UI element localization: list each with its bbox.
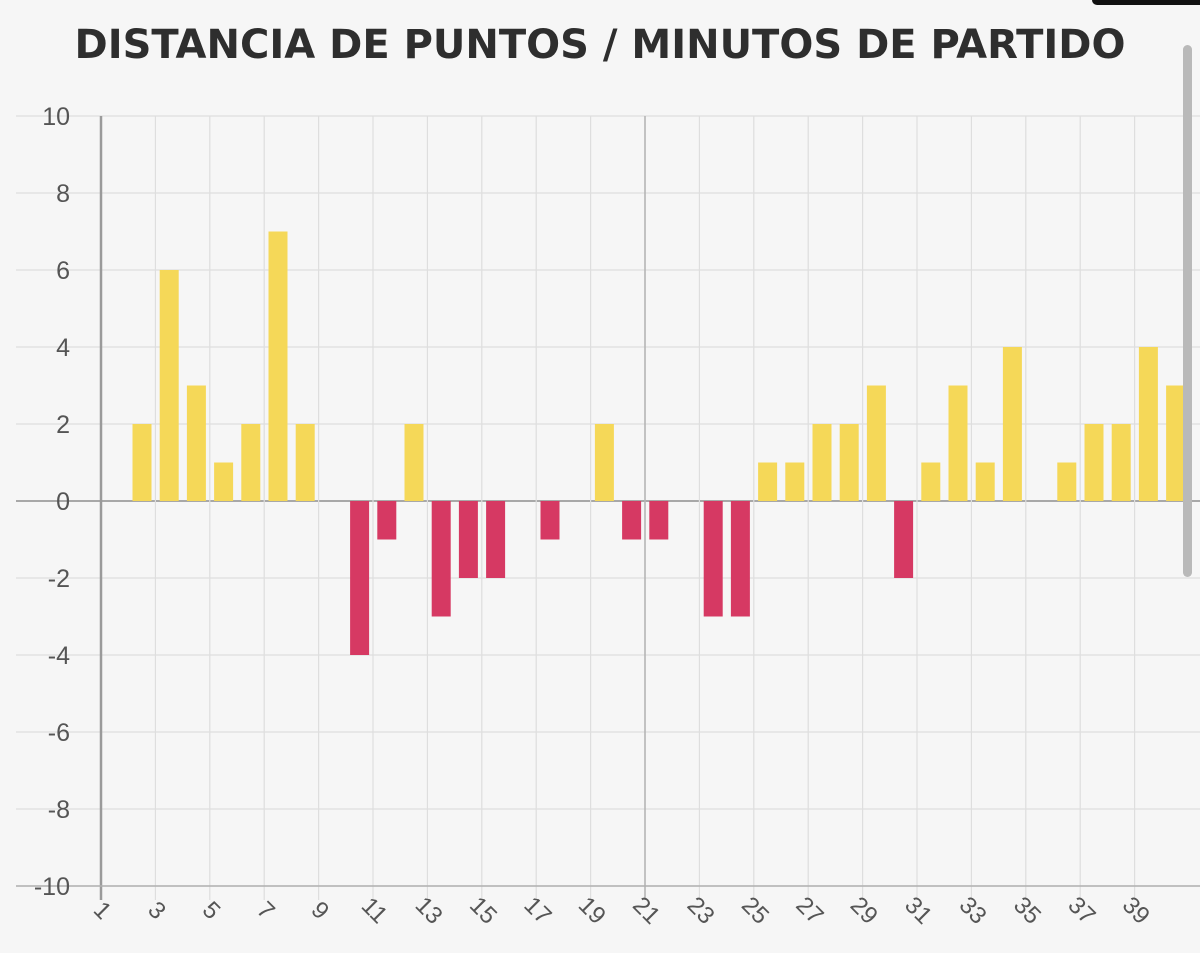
x-tick-label: 17 bbox=[519, 892, 557, 930]
bar-minute-16 bbox=[540, 501, 560, 540]
y-tick-label: -4 bbox=[48, 642, 70, 670]
bar-minute-9 bbox=[350, 501, 370, 655]
x-tick-label: 3 bbox=[142, 896, 171, 925]
bar-minute-39 bbox=[1166, 385, 1186, 501]
bar-minute-30 bbox=[921, 462, 941, 501]
bar-minute-25 bbox=[785, 462, 805, 501]
y-tick-label: 0 bbox=[56, 488, 70, 516]
x-tick-label: 1 bbox=[88, 896, 117, 925]
bar-minute-10 bbox=[377, 501, 397, 540]
bar-minute-28 bbox=[866, 385, 886, 501]
bar-minute-22 bbox=[703, 501, 723, 617]
top-edge-bar bbox=[1092, 0, 1200, 5]
y-tick-label: -10 bbox=[34, 873, 70, 901]
bar-minute-38 bbox=[1138, 347, 1158, 501]
x-tick-label: 7 bbox=[251, 896, 280, 925]
grid-lines bbox=[16, 115, 1200, 900]
y-tick-label: 10 bbox=[42, 103, 70, 131]
x-tick-label: 39 bbox=[1117, 892, 1155, 930]
x-tick-label: 5 bbox=[197, 896, 226, 925]
bar-minute-13 bbox=[458, 501, 478, 578]
x-tick-label: 31 bbox=[899, 892, 937, 930]
bar-minute-18 bbox=[594, 424, 614, 501]
x-tick-labels: 1 3 5 7 9 11 13 15 17 19 21 23 25 27 29 31 33 35 37 39 bbox=[88, 892, 1155, 930]
bar-minute-23 bbox=[730, 501, 750, 617]
y-tick-label: -2 bbox=[48, 565, 70, 593]
x-tick-label: 33 bbox=[954, 892, 992, 930]
bar-minute-6 bbox=[268, 231, 288, 501]
bar-minute-35 bbox=[1057, 462, 1077, 501]
bar-minute-27 bbox=[839, 424, 859, 501]
bar-minute-14 bbox=[486, 501, 506, 578]
y-tick-label: 4 bbox=[56, 334, 70, 362]
bar-minute-1 bbox=[132, 424, 152, 501]
y-tick-label: -6 bbox=[48, 719, 70, 747]
bar-minute-3 bbox=[186, 385, 206, 501]
bar-minute-20 bbox=[649, 501, 669, 540]
bar-minute-29 bbox=[894, 501, 914, 578]
bar-minute-26 bbox=[812, 424, 832, 501]
x-tick-label: 15 bbox=[464, 892, 502, 930]
x-tick-label: 37 bbox=[1063, 892, 1101, 930]
y-tick-label: 6 bbox=[56, 257, 70, 285]
bar-minute-31 bbox=[948, 385, 968, 501]
x-tick-label: 27 bbox=[791, 892, 829, 930]
x-tick-label: 21 bbox=[627, 892, 665, 930]
bar-minute-36 bbox=[1084, 424, 1104, 501]
x-tick-label: 25 bbox=[736, 892, 774, 930]
chart-title: DISTANCIA DE PUNTOS / MINUTOS DE PARTIDO bbox=[74, 22, 1126, 68]
x-tick-label: 19 bbox=[573, 892, 611, 930]
x-tick-label: 29 bbox=[845, 892, 883, 930]
bar-minute-32 bbox=[975, 462, 995, 501]
y-tick-label: -8 bbox=[48, 796, 70, 824]
bar-minute-5 bbox=[241, 424, 261, 501]
y-tick-label: 2 bbox=[56, 411, 70, 439]
y-tick-label: 8 bbox=[56, 180, 70, 208]
bar-minute-24 bbox=[758, 462, 778, 501]
bar-minute-4 bbox=[214, 462, 234, 501]
bar-minute-33 bbox=[1002, 347, 1022, 501]
y-tick-labels: 10 8 6 4 2 0 -2 -4 -6 -8 -10 bbox=[34, 103, 70, 901]
axes bbox=[16, 116, 1200, 900]
bar-minute-19 bbox=[622, 501, 642, 540]
x-tick-label: 23 bbox=[682, 892, 720, 930]
x-tick-label: 9 bbox=[306, 896, 335, 925]
scrollbar-thumb[interactable] bbox=[1183, 45, 1192, 577]
bar-minute-2 bbox=[159, 270, 179, 501]
bars bbox=[132, 231, 1186, 655]
bar-minute-12 bbox=[431, 501, 451, 617]
x-tick-label: 13 bbox=[410, 892, 448, 930]
bar-minute-7 bbox=[295, 424, 315, 501]
x-tick-label: 11 bbox=[356, 892, 393, 929]
bar-minute-37 bbox=[1111, 424, 1131, 501]
x-tick-label: 35 bbox=[1008, 892, 1046, 930]
bar-minute-11 bbox=[404, 424, 424, 501]
